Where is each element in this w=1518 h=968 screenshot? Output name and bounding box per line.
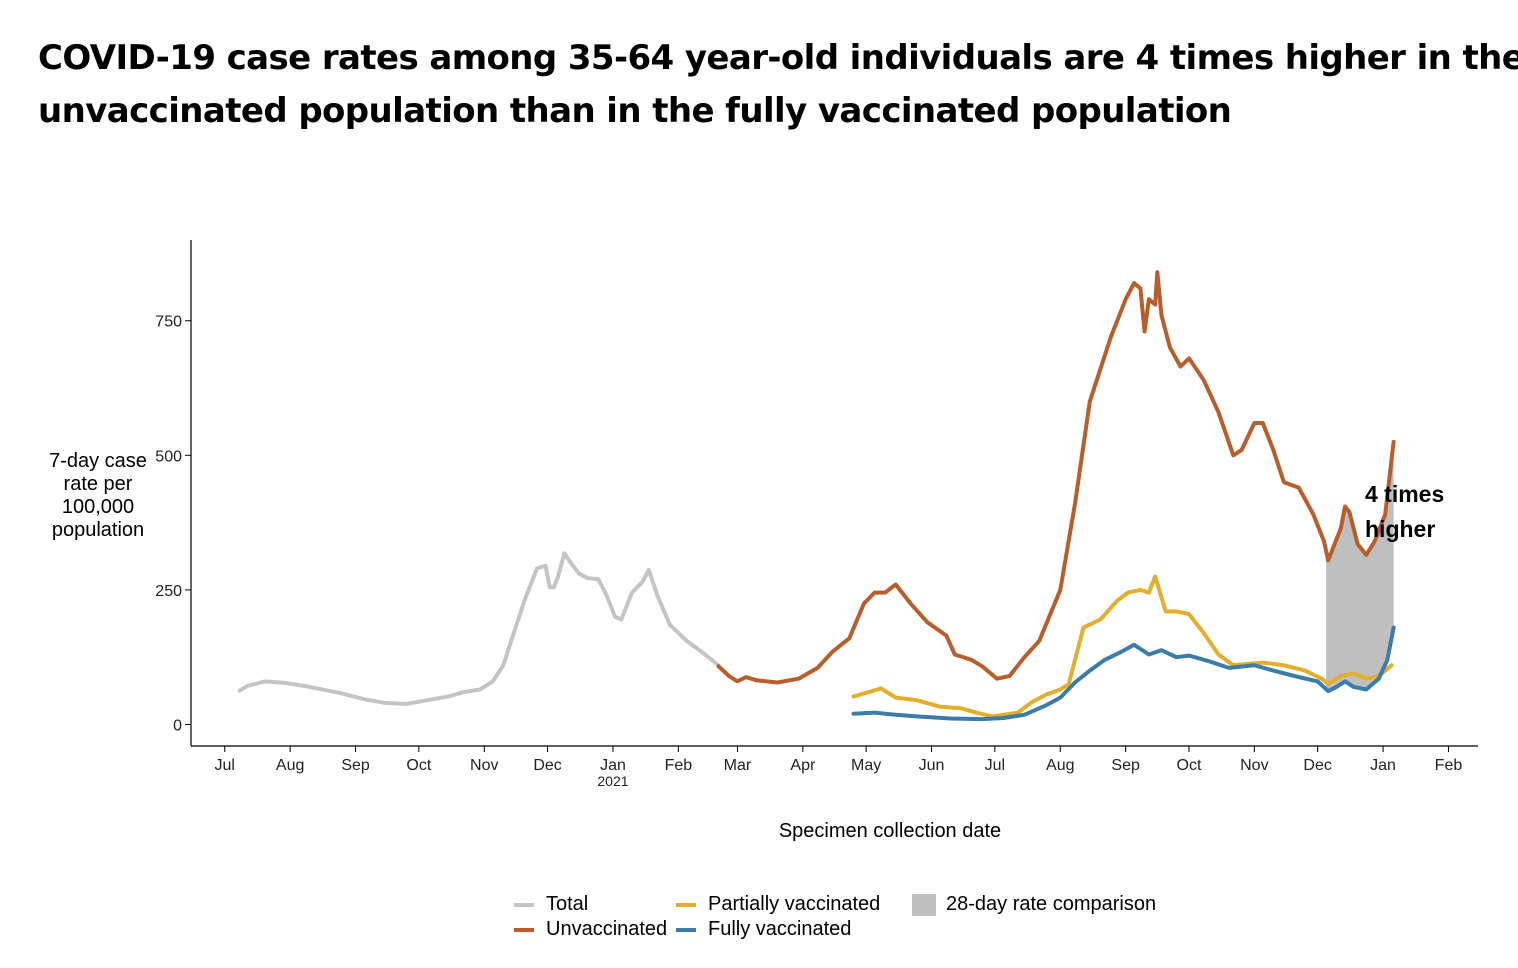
annotation-line: higher bbox=[1365, 516, 1436, 542]
page-title: COVID-19 case rates among 35-64 year-old… bbox=[38, 32, 1518, 138]
x-tick-label: Jun bbox=[919, 757, 945, 774]
y-axis-label-line: 100,000 bbox=[61, 496, 135, 518]
y-tick-label: 250 bbox=[155, 583, 182, 600]
x-tick-label: Jan bbox=[1370, 757, 1396, 774]
legend-item-unvaccinated: Unvaccinated bbox=[514, 918, 667, 941]
x-tick-label: Mar bbox=[724, 757, 752, 774]
legend-item-partially-vaccinated: Partially vaccinated bbox=[676, 893, 880, 916]
series-line-partially-vaccinated bbox=[851, 574, 1394, 719]
legend-label: Partially vaccinated bbox=[708, 893, 881, 915]
x-axis-label: Specimen collection date bbox=[778, 820, 1002, 842]
x-tick-label: Oct bbox=[1177, 757, 1202, 774]
comparison-band bbox=[1326, 441, 1394, 691]
x-tick-label: Sep bbox=[1111, 757, 1140, 774]
series-line-unvaccinated bbox=[716, 270, 1396, 685]
series-line-fully-vaccinated bbox=[851, 625, 1396, 722]
legend-label: Total bbox=[546, 893, 589, 915]
x-tick-label: Aug bbox=[1046, 757, 1074, 774]
x-tick-label: Jul bbox=[985, 757, 1005, 774]
x-tick-label: Aug bbox=[276, 757, 304, 774]
y-axis-label: 7-day case rate per 100,000 population bbox=[28, 450, 168, 542]
x-tick-label: Nov bbox=[470, 757, 498, 774]
series-line-total bbox=[237, 551, 721, 706]
legend-swatch bbox=[676, 902, 696, 907]
x-tick-label: May bbox=[851, 757, 881, 774]
y-axis-label-line: rate per bbox=[63, 473, 133, 495]
legend-swatch bbox=[912, 893, 936, 916]
legend-item-fully-vaccinated: Fully vaccinated bbox=[676, 918, 851, 941]
legend-swatch bbox=[514, 927, 534, 932]
x-tick-label: Nov bbox=[1240, 757, 1268, 774]
x-tick-label: Jan bbox=[600, 757, 626, 774]
x-tick-label: Oct bbox=[406, 757, 431, 774]
legend-item-total: Total bbox=[514, 893, 588, 916]
annotation: 4 times higher bbox=[1365, 477, 1444, 547]
x-tick-label: Dec bbox=[533, 757, 561, 774]
x-tick-label: Feb bbox=[665, 757, 693, 774]
y-tick-label: 750 bbox=[155, 314, 182, 331]
y-axis-label-line: population bbox=[51, 519, 145, 541]
x-tick-label: Dec bbox=[1303, 757, 1331, 774]
title-line-1: COVID-19 case rates among 35-64 year-old… bbox=[38, 38, 1518, 78]
annotation-line: 4 times bbox=[1365, 481, 1445, 507]
legend-item-rate-comparison: 28-day rate comparison bbox=[912, 893, 1156, 916]
x-tick-sublabel: 2021 bbox=[597, 773, 628, 789]
legend-swatch bbox=[676, 927, 696, 932]
y-axis-label-line: 7-day case bbox=[49, 450, 147, 472]
y-tick-label: 500 bbox=[155, 448, 182, 465]
legend-label: Unvaccinated bbox=[546, 918, 668, 940]
x-tick-label: Feb bbox=[1435, 757, 1463, 774]
series-layer bbox=[237, 270, 1396, 722]
x-tick-label: Jul bbox=[215, 757, 235, 774]
y-tick-label: 0 bbox=[173, 717, 182, 734]
comparison-band-layer bbox=[1326, 441, 1394, 691]
legend-swatch bbox=[514, 902, 534, 907]
title-line-2: unvaccinated population than in the full… bbox=[38, 91, 1232, 131]
legend-label: 28-day rate comparison bbox=[946, 893, 1157, 915]
legend-label: Fully vaccinated bbox=[708, 918, 852, 940]
x-tick-label: Sep bbox=[341, 757, 370, 774]
x-tick-label: Apr bbox=[790, 757, 816, 774]
